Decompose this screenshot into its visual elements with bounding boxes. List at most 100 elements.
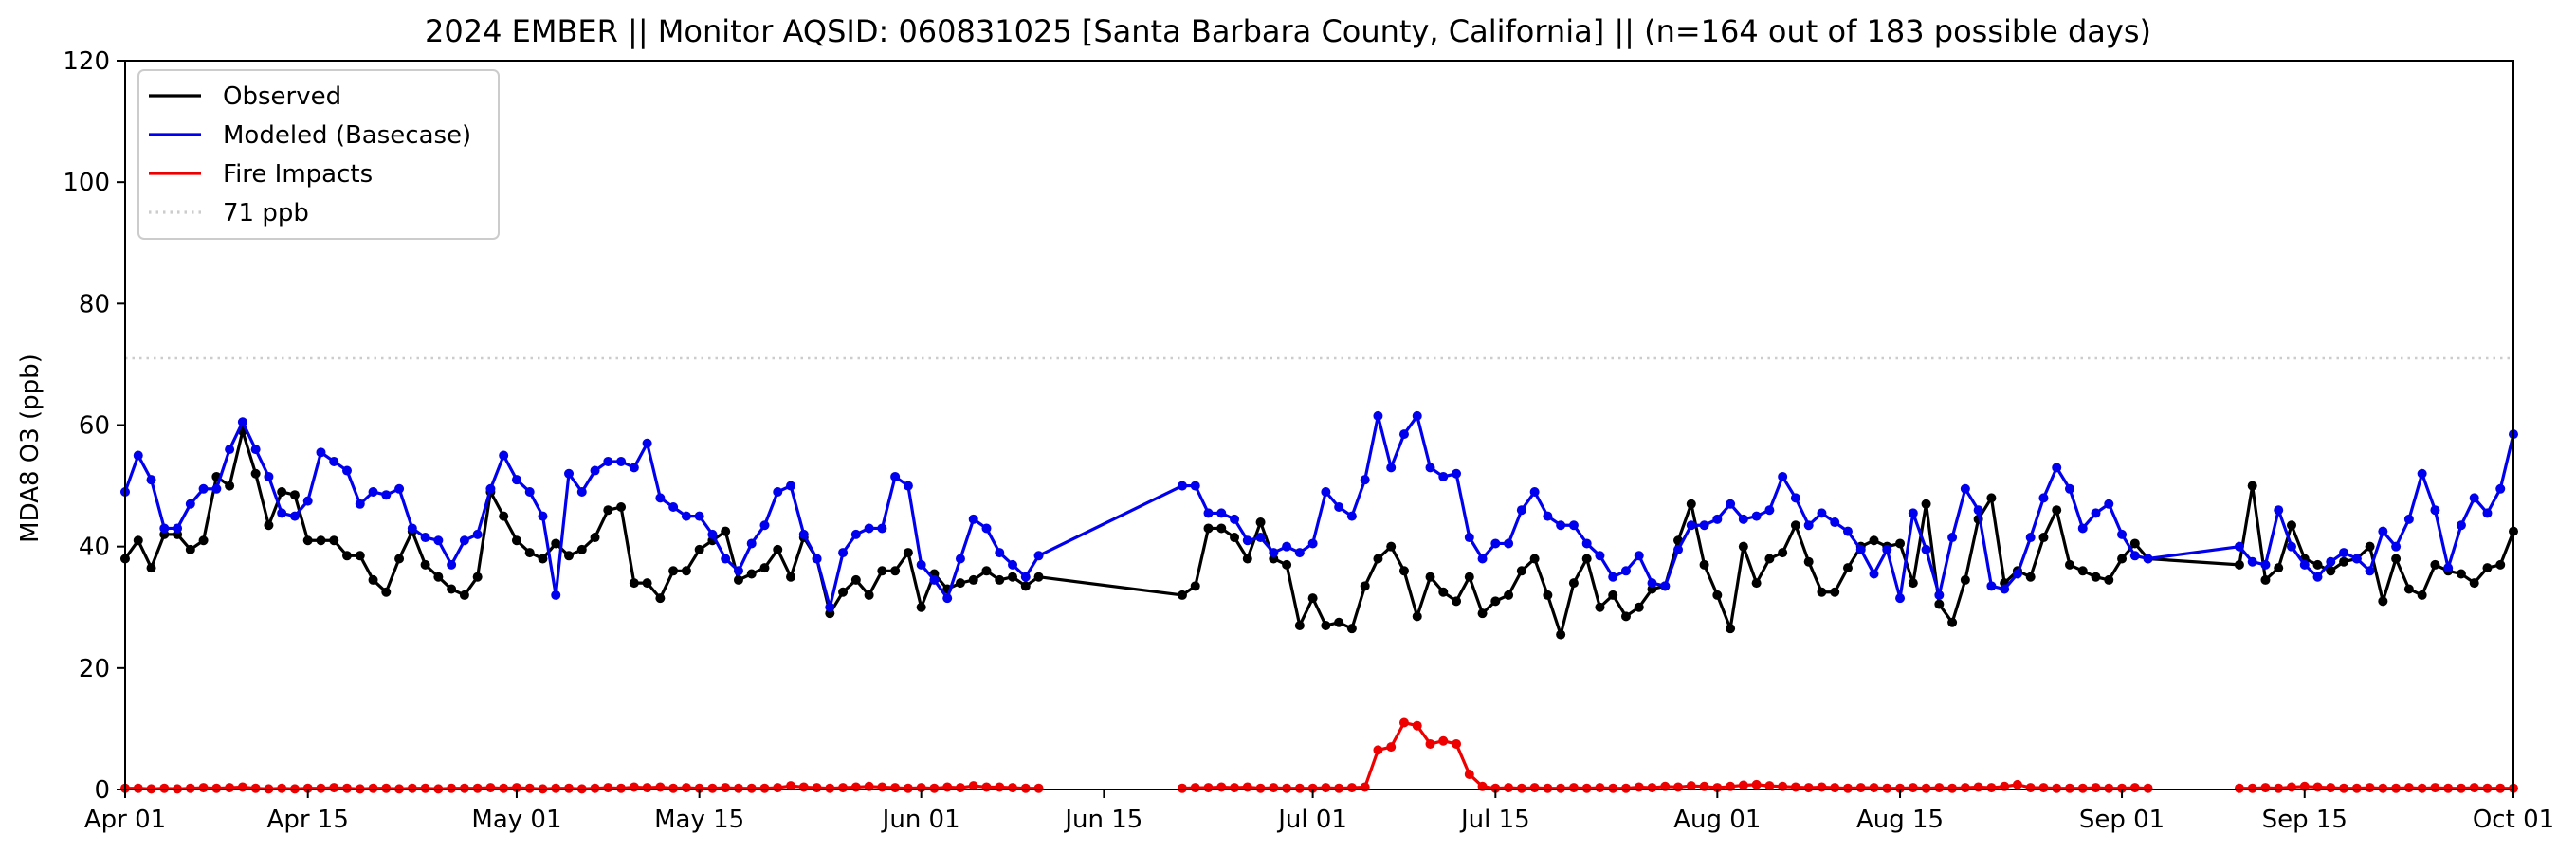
series-0 xyxy=(120,426,2518,640)
data-point xyxy=(1452,468,1462,479)
data-point xyxy=(838,587,849,597)
data-point xyxy=(1595,551,1605,561)
data-point xyxy=(2038,493,2049,503)
data-point xyxy=(746,538,757,549)
x-tick-label: Jul 15 xyxy=(1459,806,1530,834)
y-tick-label: 40 xyxy=(79,534,110,562)
data-point xyxy=(1516,505,1526,516)
data-point xyxy=(1334,617,1344,627)
data-point xyxy=(2274,505,2284,516)
data-point xyxy=(2326,556,2336,567)
data-point xyxy=(2129,783,2140,793)
data-point xyxy=(1203,508,1214,518)
data-point xyxy=(1634,602,1644,612)
data-point xyxy=(1699,559,1709,570)
data-point xyxy=(1556,629,1566,640)
data-point xyxy=(2077,523,2088,534)
data-point xyxy=(1008,572,1018,582)
data-point xyxy=(420,559,430,570)
data-point xyxy=(1751,578,1762,589)
data-point xyxy=(1895,538,1906,549)
data-point xyxy=(1360,475,1370,485)
data-point xyxy=(2247,783,2257,793)
data-point xyxy=(1321,486,1331,497)
data-point xyxy=(1947,617,1958,627)
data-point xyxy=(329,535,339,546)
data-point xyxy=(642,783,652,793)
data-point xyxy=(524,486,535,497)
data-point xyxy=(159,783,170,793)
data-point xyxy=(681,566,691,576)
data-point xyxy=(185,783,195,793)
data-point xyxy=(1398,429,1409,440)
data-point xyxy=(2274,783,2284,793)
data-point xyxy=(133,450,143,461)
data-point xyxy=(2417,590,2427,600)
data-point xyxy=(1255,517,1266,528)
data-point xyxy=(2064,559,2074,570)
data-point xyxy=(733,574,743,585)
data-point xyxy=(655,593,666,604)
data-point xyxy=(1177,481,1187,491)
data-point xyxy=(929,574,940,585)
data-point xyxy=(2495,483,2506,494)
data-point xyxy=(1830,783,1840,793)
data-point xyxy=(773,544,783,554)
data-point xyxy=(2104,783,2114,793)
data-point xyxy=(1764,554,1775,564)
data-point xyxy=(2456,520,2466,531)
data-point xyxy=(2012,779,2022,789)
data-point xyxy=(1921,544,1931,554)
data-point xyxy=(146,563,156,573)
data-point xyxy=(2091,508,2101,518)
data-point xyxy=(903,548,913,558)
data-point xyxy=(1020,783,1031,793)
data-point xyxy=(2025,533,2036,543)
data-point xyxy=(955,578,965,589)
data-point xyxy=(642,578,652,589)
data-point xyxy=(1516,566,1526,576)
data-point xyxy=(1490,538,1501,549)
data-point xyxy=(1581,538,1592,549)
data-point xyxy=(629,463,639,473)
data-point xyxy=(642,438,652,448)
data-point xyxy=(1321,620,1331,630)
data-point xyxy=(759,520,770,531)
data-point xyxy=(2391,541,2402,552)
data-point xyxy=(655,493,666,503)
data-point xyxy=(2443,783,2454,793)
data-point xyxy=(211,783,222,793)
series-line-0 xyxy=(123,429,2515,637)
data-point xyxy=(955,554,965,564)
data-point xyxy=(1334,783,1344,793)
data-point xyxy=(1921,499,1931,509)
x-tick-label: Apr 15 xyxy=(267,806,349,834)
data-point xyxy=(237,417,247,427)
data-point xyxy=(1712,514,1723,524)
data-point xyxy=(1608,590,1618,600)
data-point xyxy=(1425,463,1435,473)
data-point xyxy=(2403,783,2414,793)
data-point xyxy=(929,783,940,793)
data-point xyxy=(316,447,326,458)
data-point xyxy=(1373,554,1383,564)
legend-label: Fire Impacts xyxy=(223,160,373,189)
data-point xyxy=(1386,463,1397,473)
data-point xyxy=(1425,572,1435,582)
data-point xyxy=(1921,783,1931,793)
data-point xyxy=(1216,508,1227,518)
data-point xyxy=(694,544,704,554)
data-point xyxy=(225,445,235,455)
data-point xyxy=(1230,533,1240,543)
data-point xyxy=(1294,620,1305,630)
data-point xyxy=(1464,769,1474,779)
data-point xyxy=(1895,593,1906,604)
data-point xyxy=(746,569,757,579)
data-point xyxy=(850,574,861,585)
legend-label: 71 ppb xyxy=(223,199,309,227)
data-point xyxy=(2391,783,2402,793)
data-point xyxy=(485,483,496,494)
data-point xyxy=(1529,783,1540,793)
data-point xyxy=(1282,783,1292,793)
data-point xyxy=(1568,783,1579,793)
